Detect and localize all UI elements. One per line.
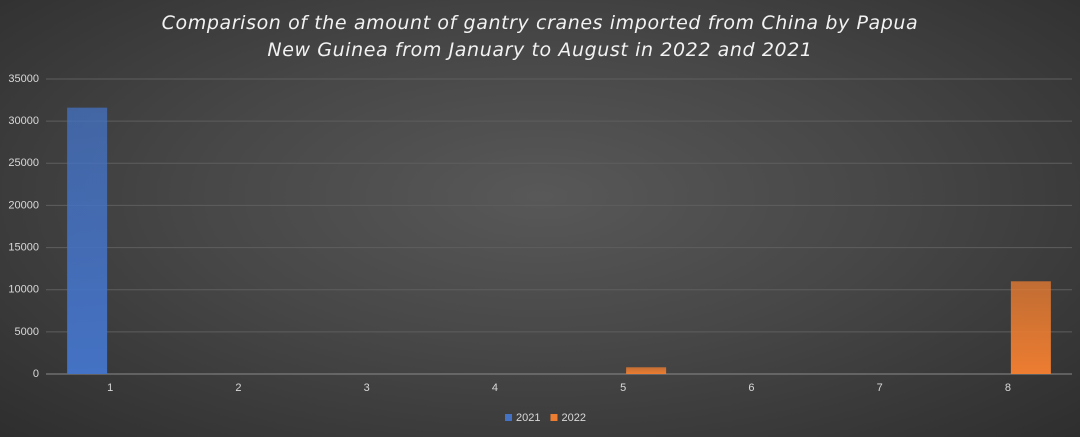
legend-swatch — [505, 414, 512, 421]
x-tick-label: 2 — [235, 382, 241, 394]
bar — [67, 107, 108, 375]
chart-title: Comparison of the amount of gantry crane… — [161, 12, 919, 61]
x-tick-label: 1 — [107, 382, 113, 394]
x-tick-label: 3 — [364, 382, 370, 394]
y-tick-label: 25000 — [8, 157, 39, 169]
y-tick-label: 10000 — [8, 284, 39, 296]
bar — [626, 367, 667, 374]
legend-label: 2021 — [516, 412, 540, 424]
x-tick-label: 6 — [748, 382, 754, 394]
x-tick-label: 5 — [620, 382, 626, 394]
x-tick-label: 7 — [877, 382, 883, 394]
y-tick-label: 5000 — [15, 326, 39, 338]
y-tick-label: 35000 — [8, 73, 39, 85]
y-tick-label: 15000 — [8, 241, 39, 253]
legend-label: 2022 — [561, 412, 585, 424]
y-tick-label: 30000 — [8, 115, 39, 127]
bar — [1010, 281, 1051, 374]
x-tick-label: 4 — [492, 382, 498, 394]
y-tick-label: 0 — [33, 368, 39, 380]
legend-swatch — [550, 414, 558, 421]
y-tick-label: 20000 — [8, 199, 39, 211]
x-tick-label: 8 — [1005, 382, 1011, 394]
